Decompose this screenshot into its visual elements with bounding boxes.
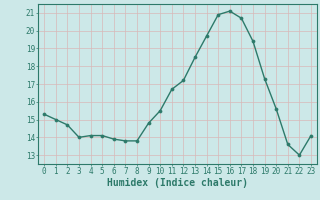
X-axis label: Humidex (Indice chaleur): Humidex (Indice chaleur) bbox=[107, 178, 248, 188]
